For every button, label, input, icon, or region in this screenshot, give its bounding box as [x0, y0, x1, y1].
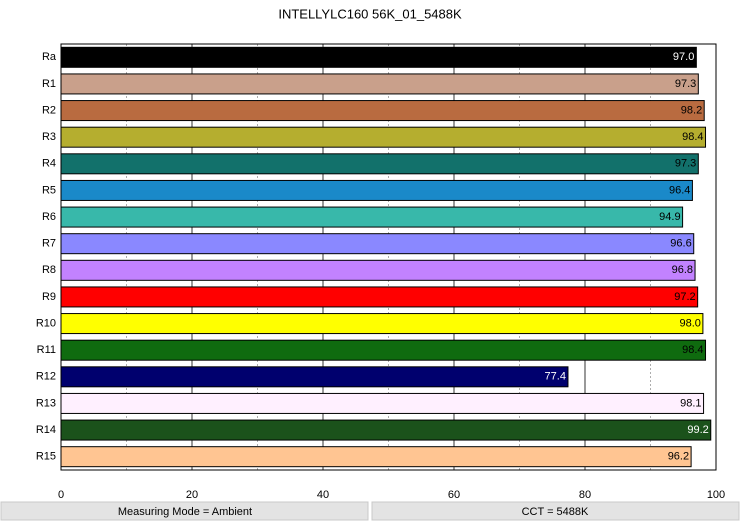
value-label: 99.2	[687, 424, 708, 436]
value-label: 97.2	[674, 291, 695, 303]
x-tick-label: 20	[186, 489, 198, 501]
plot-frame	[60, 43, 717, 471]
y-tick-label: R3	[42, 131, 56, 143]
y-tick-label: R9	[42, 291, 56, 303]
y-tick-label: R2	[42, 104, 56, 116]
footer-box	[371, 501, 740, 521]
x-tick-label: 40	[317, 489, 329, 501]
value-label: 96.2	[668, 451, 689, 463]
bar	[60, 73, 699, 95]
footer-box	[0, 501, 369, 521]
y-tick-label: R7	[42, 238, 56, 250]
y-tick-label: R1	[42, 78, 56, 90]
value-label: 96.4	[669, 184, 690, 196]
value-label: 98.2	[681, 104, 702, 116]
y-tick-label: R14	[36, 424, 56, 436]
bar	[60, 259, 696, 281]
x-tick-label: 80	[579, 489, 591, 501]
bar	[60, 446, 692, 468]
value-label: 96.6	[670, 238, 691, 250]
footer-text: Measuring Mode = Ambient	[118, 506, 252, 518]
bar	[60, 366, 569, 388]
bar	[60, 179, 693, 201]
y-tick-label: R5	[42, 184, 56, 196]
y-tick-label: R11	[37, 344, 56, 356]
bar	[60, 392, 705, 414]
y-tick-label: R4	[42, 158, 56, 170]
footer-text: CCT = 5488K	[522, 506, 589, 518]
bar	[60, 313, 704, 335]
bar	[60, 100, 705, 122]
bar	[60, 286, 699, 308]
value-label: 98.4	[682, 131, 703, 143]
value-label: 97.3	[675, 158, 696, 170]
y-tick-label: R13	[36, 397, 56, 409]
value-label: 98.0	[679, 317, 700, 329]
value-label: 97.0	[673, 51, 694, 63]
y-tick-label: R6	[42, 211, 56, 223]
x-tick-label: 0	[58, 489, 64, 501]
value-label: 94.9	[659, 211, 680, 223]
y-tick-label: Ra	[42, 51, 57, 63]
y-tick-label: R15	[36, 451, 56, 463]
value-label: 98.4	[682, 344, 703, 356]
bar	[60, 339, 707, 361]
bar	[60, 206, 684, 228]
bar	[60, 233, 695, 255]
chart-title: INTELLYLC160 56K_01_5488K	[278, 6, 462, 21]
value-label: 97.3	[675, 78, 696, 90]
x-tick-label: 100	[707, 489, 725, 501]
value-label: 98.1	[680, 397, 701, 409]
bar	[60, 126, 707, 148]
bar	[60, 153, 699, 175]
y-tick-label: R8	[42, 264, 56, 276]
y-tick-label: R10	[36, 317, 56, 329]
value-label: 96.8	[672, 264, 693, 276]
y-tick-label: R12	[36, 371, 56, 383]
bar	[60, 419, 712, 441]
value-label: 77.4	[545, 371, 566, 383]
x-tick-label: 60	[448, 489, 460, 501]
bar	[60, 46, 697, 68]
